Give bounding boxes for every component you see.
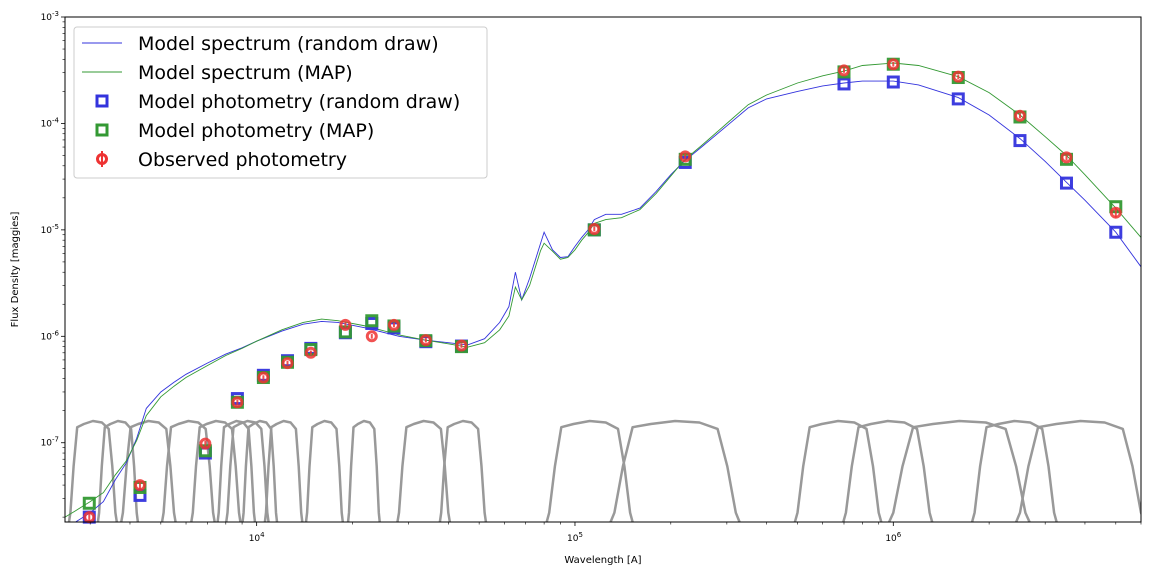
photometry-random-draw-point-17 — [1013, 134, 1027, 148]
filter-curve-18 — [970, 419, 1058, 522]
y-axis-label: Flux Density [maggies] — [10, 212, 21, 328]
filter-curve-4 — [190, 419, 242, 522]
x-axis-label: Wavelength [A] — [564, 555, 641, 566]
observed-point-16 — [952, 70, 965, 83]
observed-point-18 — [1060, 151, 1073, 164]
photometry-map-point-8 — [365, 314, 379, 328]
observed-point-17 — [1013, 109, 1026, 122]
observed-point-4 — [257, 371, 270, 384]
observed-point-12 — [588, 222, 601, 235]
observed-point-8 — [365, 330, 378, 343]
filter-curve-17 — [887, 419, 1031, 522]
filter-curve-8 — [263, 419, 304, 522]
filter-curve-11 — [396, 419, 452, 522]
legend-square-swatch-2 — [95, 94, 109, 108]
legend-box — [73, 26, 488, 179]
axis-ticks: 104 105 106 10-7 10-6 10-5 10-4 10-3 — [41, 10, 1142, 544]
observed-point-2 — [199, 437, 212, 450]
filter-curve-14 — [609, 419, 741, 522]
filter-curve-12 — [438, 419, 488, 522]
photometry-map-point-0 — [82, 496, 96, 510]
legend-label-2: Model photometry (random draw) — [138, 91, 460, 113]
y-tick-label-4: 10-3 — [41, 10, 59, 23]
observed-point-11 — [455, 339, 468, 352]
observed-point-15 — [887, 58, 900, 71]
observed-point-5 — [281, 357, 294, 370]
filter-curves — [67, 419, 1141, 522]
legend-circle-swatch-4 — [96, 153, 108, 165]
observed-point-14 — [837, 64, 850, 77]
spectrum-random-draw-line — [74, 80, 1141, 522]
filter-curve-6 — [224, 419, 270, 522]
observed-point-7 — [339, 318, 352, 331]
photometry-random-draw-point-18 — [1059, 176, 1073, 190]
y-tick-label-0: 10-7 — [41, 436, 59, 449]
filter-curve-9 — [304, 419, 345, 522]
y-tick-label-2: 10-5 — [41, 223, 59, 236]
photometry-random-draw-point-19 — [1109, 225, 1123, 239]
legend-label-0: Model spectrum (random draw) — [138, 33, 439, 55]
photometry-random-draw-point-14 — [837, 77, 851, 91]
observed-point-19 — [1109, 206, 1122, 219]
filter-curve-2 — [119, 419, 177, 522]
legend-square-swatch-3 — [95, 123, 109, 137]
filter-curve-3 — [160, 419, 216, 522]
observed-point-1 — [133, 479, 146, 492]
model-spectra — [65, 62, 1141, 522]
spectrum-map-line — [65, 62, 1141, 518]
x-tick-label-0: 104 — [249, 531, 265, 544]
filter-curve-1 — [96, 419, 140, 522]
filter-curve-13 — [545, 419, 634, 522]
x-tick-label-2: 106 — [885, 531, 901, 544]
photometry-random-draw-point-16 — [951, 92, 965, 106]
filter-curve-0 — [67, 419, 119, 522]
legend-label-1: Model spectrum (MAP) — [138, 62, 353, 84]
x-tick-label-1: 105 — [567, 531, 583, 544]
filter-curve-16 — [842, 419, 934, 522]
y-tick-label-1: 10-6 — [41, 329, 60, 342]
legend-label-3: Model photometry (MAP) — [138, 120, 374, 142]
legend: Model spectrum (random draw) Model spectr… — [73, 26, 488, 179]
photometry-random-draw-point-15 — [886, 75, 900, 89]
filter-curve-15 — [793, 419, 883, 522]
observed-point-10 — [419, 334, 432, 347]
y-tick-label-3: 10-4 — [41, 116, 60, 129]
observed-point-6 — [304, 346, 317, 359]
plot-frame — [64, 16, 1142, 523]
legend-label-4: Observed photometry — [138, 149, 347, 171]
filter-curve-19 — [1014, 419, 1141, 522]
filter-curve-5 — [216, 419, 257, 522]
filter-curve-7 — [241, 419, 279, 522]
observed-point-13 — [679, 150, 692, 163]
observed-point-3 — [231, 396, 244, 409]
filter-curve-10 — [346, 419, 381, 522]
observed-point-9 — [387, 318, 400, 331]
